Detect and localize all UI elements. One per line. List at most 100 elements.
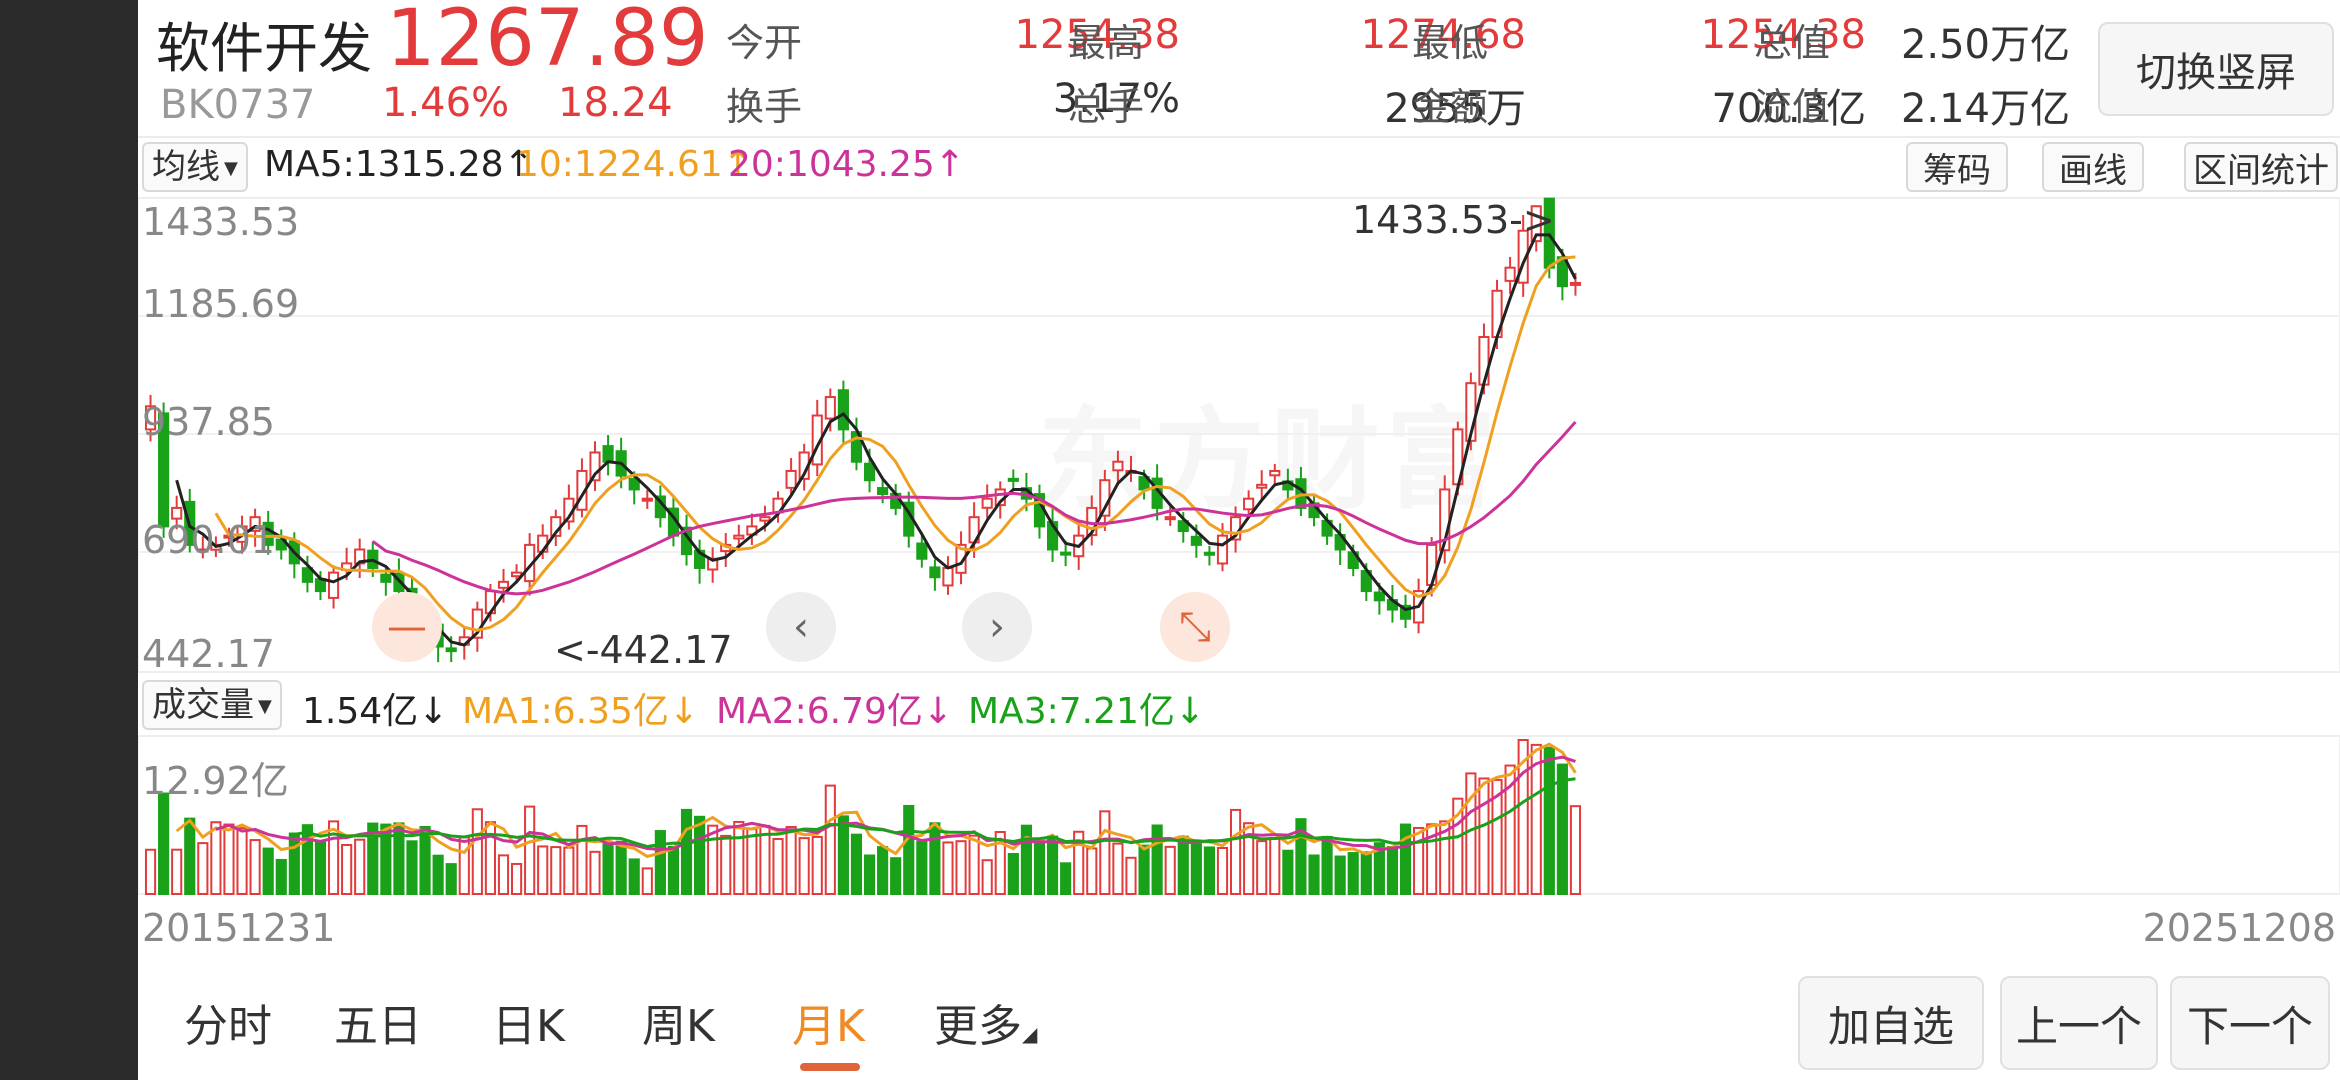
date-start: 20151231 (142, 906, 336, 950)
chips-button[interactable]: 筹码 (1906, 142, 2008, 192)
tab-more-label: 更多 (934, 1001, 1022, 1052)
kline-chart[interactable] (138, 0, 2340, 1080)
volume-bar (197, 842, 209, 896)
volume-bar (615, 840, 627, 896)
volume-bar (1413, 826, 1425, 896)
volume-type-dropdown[interactable]: 成交量 ▼ (142, 680, 282, 730)
volume-bar (341, 843, 353, 895)
quote-label-low: 最低 (1412, 21, 1489, 65)
candle-body (445, 647, 457, 653)
volume-bar (1269, 837, 1281, 895)
active-tab-indicator (800, 1063, 860, 1071)
volume-bar (1556, 763, 1568, 895)
candle-body (510, 571, 523, 578)
volume-bar (1386, 845, 1399, 896)
tab-intraday[interactable]: 分时 (184, 1001, 272, 1052)
low-price-marker: <-442.17 (554, 628, 733, 672)
change-percent: 1.46% (382, 80, 510, 126)
volume-bar (1347, 852, 1359, 895)
tab-monthly-k[interactable]: 月K (792, 1001, 865, 1052)
volume-bar (210, 821, 222, 895)
ma20-line (371, 420, 1577, 596)
volume-bar (968, 834, 980, 895)
volume-bar (1164, 845, 1176, 895)
volume-bar (720, 834, 732, 895)
volume-bar (589, 850, 601, 895)
high-price-marker: 1433.53-> (1352, 198, 1555, 242)
volume-bar (1530, 743, 1542, 896)
volume-bar (1504, 764, 1516, 896)
candle-body (929, 566, 941, 579)
add-watchlist-button[interactable]: 加自选 (1798, 976, 1984, 1070)
volume-bar (158, 792, 170, 896)
volume-ma1: MA1:6.35亿↓ (462, 691, 700, 732)
volume-bar (1295, 818, 1307, 895)
volume-bar (223, 823, 235, 895)
date-end: 20251208 (2142, 906, 2336, 950)
volume-bar (367, 822, 379, 895)
ma-type-dropdown[interactable]: 均线 ▼ (142, 142, 248, 192)
quote-value-float-value: 2.14万亿 (1900, 86, 2070, 132)
volume-bar (994, 831, 1006, 896)
zoom-out-button[interactable]: — (372, 592, 442, 662)
volume-bar (1138, 844, 1150, 895)
candle-body (1243, 497, 1255, 511)
quote-label-total-value: 总值 (1754, 21, 1831, 65)
volume-bar (380, 823, 392, 896)
previous-button[interactable]: 上一个 (2000, 976, 2158, 1070)
volume-ma2: MA2:6.79亿↓ (716, 691, 954, 732)
draw-line-button[interactable]: 画线 (2042, 142, 2144, 192)
dropdown-arrow-icon: ▼ (224, 157, 238, 179)
candle-body (1504, 266, 1516, 282)
corner-triangle-icon: ◢ (1022, 1022, 1038, 1046)
chevron-right-icon: › (989, 604, 1005, 650)
price-axis-label-3: 937.85 (142, 400, 275, 444)
volume-bar (811, 835, 823, 895)
volume-current: 1.54亿↓ (302, 691, 449, 732)
volume-bar (1151, 824, 1163, 895)
volume-bar (406, 840, 418, 896)
price-axis-label-max: 1433.53 (142, 200, 300, 244)
price-axis-label-min: 442.17 (142, 632, 275, 676)
collapse-button[interactable]: ⤡ (1160, 592, 1230, 662)
volume-bar (537, 845, 549, 896)
candle-body (589, 451, 601, 482)
candle-body (916, 542, 928, 560)
change-amount: 18.24 (558, 80, 673, 126)
quote-label-open: 今开 (726, 21, 803, 65)
scroll-right-button[interactable]: › (962, 592, 1032, 662)
volume-bar (916, 840, 928, 895)
switch-portrait-button[interactable]: 切换竖屏 (2098, 22, 2334, 116)
candle-body (1373, 591, 1385, 602)
volume-bar (184, 817, 196, 896)
range-stats-button[interactable]: 区间统计 (2184, 142, 2338, 192)
candle-body (158, 412, 170, 528)
volume-bar (680, 808, 693, 895)
volume-bar (877, 846, 889, 896)
volume-bar (1569, 805, 1582, 896)
volume-bar (471, 808, 483, 896)
tab-daily-k[interactable]: 日K (492, 1001, 565, 1052)
volume-axis-max: 12.92亿 (142, 759, 289, 803)
scroll-left-button[interactable]: ‹ (766, 592, 836, 662)
candle-body (1530, 205, 1542, 243)
next-button[interactable]: 下一个 (2170, 976, 2330, 1070)
quote-label-float-value: 流值 (1754, 85, 1831, 129)
tab-weekly-k[interactable]: 周K (642, 1001, 715, 1052)
volume-bar (171, 848, 183, 895)
candle-body (837, 389, 849, 431)
volume-bar (824, 784, 836, 895)
dropdown-arrow-icon: ▼ (258, 695, 272, 717)
ma10-value: 10:1224.61↑ (516, 144, 753, 185)
volume-bar (1373, 842, 1385, 896)
quote-label-volume: 总手 (1068, 85, 1145, 129)
volume-bar (1478, 777, 1490, 895)
volume-ma3: MA3:7.21亿↓ (968, 691, 1206, 732)
volume-bar (445, 863, 457, 895)
volume-bar (1046, 835, 1059, 895)
tab-more[interactable]: 更多◢ (934, 990, 1037, 1054)
volume-bar (1360, 851, 1372, 895)
candle-body (1203, 551, 1216, 556)
candle-body (1190, 535, 1202, 546)
tab-five-day[interactable]: 五日 (334, 1001, 422, 1052)
